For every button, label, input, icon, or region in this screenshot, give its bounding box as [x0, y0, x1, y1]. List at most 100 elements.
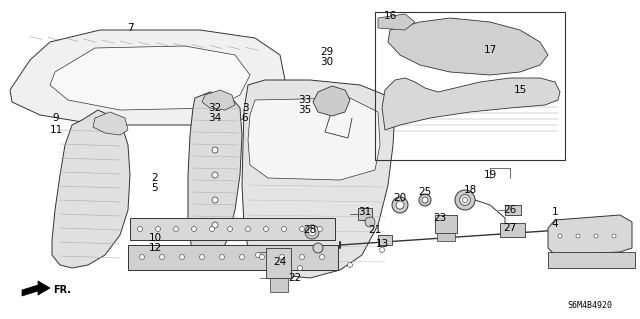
Bar	[435, 215, 457, 233]
Circle shape	[246, 226, 250, 232]
Circle shape	[298, 265, 303, 271]
Circle shape	[396, 201, 404, 209]
Text: 34: 34	[209, 113, 221, 123]
Text: 7: 7	[127, 23, 133, 33]
Text: 19: 19	[483, 170, 497, 180]
Text: 11: 11	[49, 125, 63, 135]
Polygon shape	[52, 110, 130, 268]
Bar	[130, 218, 335, 240]
Polygon shape	[378, 14, 415, 30]
Text: 1: 1	[552, 207, 558, 217]
Circle shape	[191, 226, 196, 232]
Circle shape	[317, 226, 323, 232]
Circle shape	[594, 234, 598, 238]
Circle shape	[259, 255, 264, 259]
Circle shape	[300, 226, 305, 232]
Text: 16: 16	[383, 11, 397, 21]
Text: 27: 27	[504, 223, 516, 233]
Circle shape	[300, 255, 305, 259]
Text: 31: 31	[358, 207, 372, 217]
Circle shape	[138, 226, 143, 232]
Bar	[505, 205, 521, 215]
Circle shape	[313, 243, 323, 253]
Text: 12: 12	[148, 243, 162, 253]
Circle shape	[212, 222, 218, 228]
Bar	[548, 252, 635, 268]
Text: 25: 25	[419, 187, 431, 197]
Bar	[437, 233, 455, 241]
Text: FR.: FR.	[53, 285, 71, 295]
Circle shape	[419, 194, 431, 206]
Text: 35: 35	[298, 105, 312, 115]
Circle shape	[308, 228, 316, 236]
Circle shape	[365, 217, 375, 227]
Bar	[128, 245, 338, 270]
Circle shape	[239, 255, 244, 259]
Circle shape	[173, 226, 179, 232]
Text: 24: 24	[273, 257, 287, 267]
Text: 30: 30	[321, 57, 333, 67]
Polygon shape	[382, 78, 560, 130]
Polygon shape	[548, 215, 632, 255]
Text: 29: 29	[321, 47, 333, 57]
Polygon shape	[242, 80, 395, 278]
Circle shape	[348, 263, 353, 268]
Polygon shape	[188, 92, 242, 262]
Circle shape	[159, 255, 164, 259]
Circle shape	[156, 226, 161, 232]
Text: 20: 20	[394, 193, 406, 203]
Polygon shape	[50, 46, 250, 110]
Circle shape	[220, 255, 225, 259]
Text: 6: 6	[242, 113, 248, 123]
Circle shape	[576, 234, 580, 238]
Text: 28: 28	[303, 225, 317, 235]
Circle shape	[392, 197, 408, 213]
Text: 21: 21	[369, 225, 381, 235]
Bar	[375, 12, 565, 160]
Bar	[270, 278, 288, 292]
Polygon shape	[313, 86, 350, 116]
Circle shape	[209, 226, 214, 232]
Circle shape	[212, 147, 218, 153]
Bar	[500, 223, 525, 237]
Text: 22: 22	[289, 273, 301, 283]
Text: 5: 5	[152, 183, 158, 193]
Circle shape	[305, 225, 319, 239]
Text: 15: 15	[513, 85, 527, 95]
Text: 13: 13	[376, 239, 388, 249]
Circle shape	[264, 226, 269, 232]
Circle shape	[422, 197, 428, 203]
Polygon shape	[248, 98, 380, 180]
Circle shape	[455, 190, 475, 210]
Polygon shape	[388, 18, 548, 75]
Text: 2: 2	[152, 173, 158, 183]
Polygon shape	[10, 30, 285, 125]
Polygon shape	[202, 90, 235, 110]
Text: S6M4B4920: S6M4B4920	[568, 300, 612, 309]
Circle shape	[280, 255, 285, 259]
Text: 26: 26	[504, 205, 516, 215]
Circle shape	[463, 197, 467, 203]
Text: 9: 9	[52, 113, 60, 123]
Circle shape	[227, 226, 232, 232]
Bar	[358, 208, 372, 220]
Text: 10: 10	[148, 233, 161, 243]
Text: 23: 23	[433, 213, 447, 223]
Circle shape	[255, 253, 260, 257]
Circle shape	[200, 255, 205, 259]
Circle shape	[612, 234, 616, 238]
Text: 17: 17	[483, 45, 497, 55]
Circle shape	[212, 172, 218, 178]
Circle shape	[558, 234, 562, 238]
Text: 4: 4	[552, 219, 558, 229]
Text: 3: 3	[242, 103, 248, 113]
Circle shape	[460, 195, 470, 205]
Text: 32: 32	[209, 103, 221, 113]
Circle shape	[380, 248, 385, 253]
Text: 18: 18	[463, 185, 477, 195]
Circle shape	[282, 226, 287, 232]
Circle shape	[179, 255, 184, 259]
Bar	[378, 235, 392, 245]
Circle shape	[212, 197, 218, 203]
Polygon shape	[93, 112, 128, 135]
